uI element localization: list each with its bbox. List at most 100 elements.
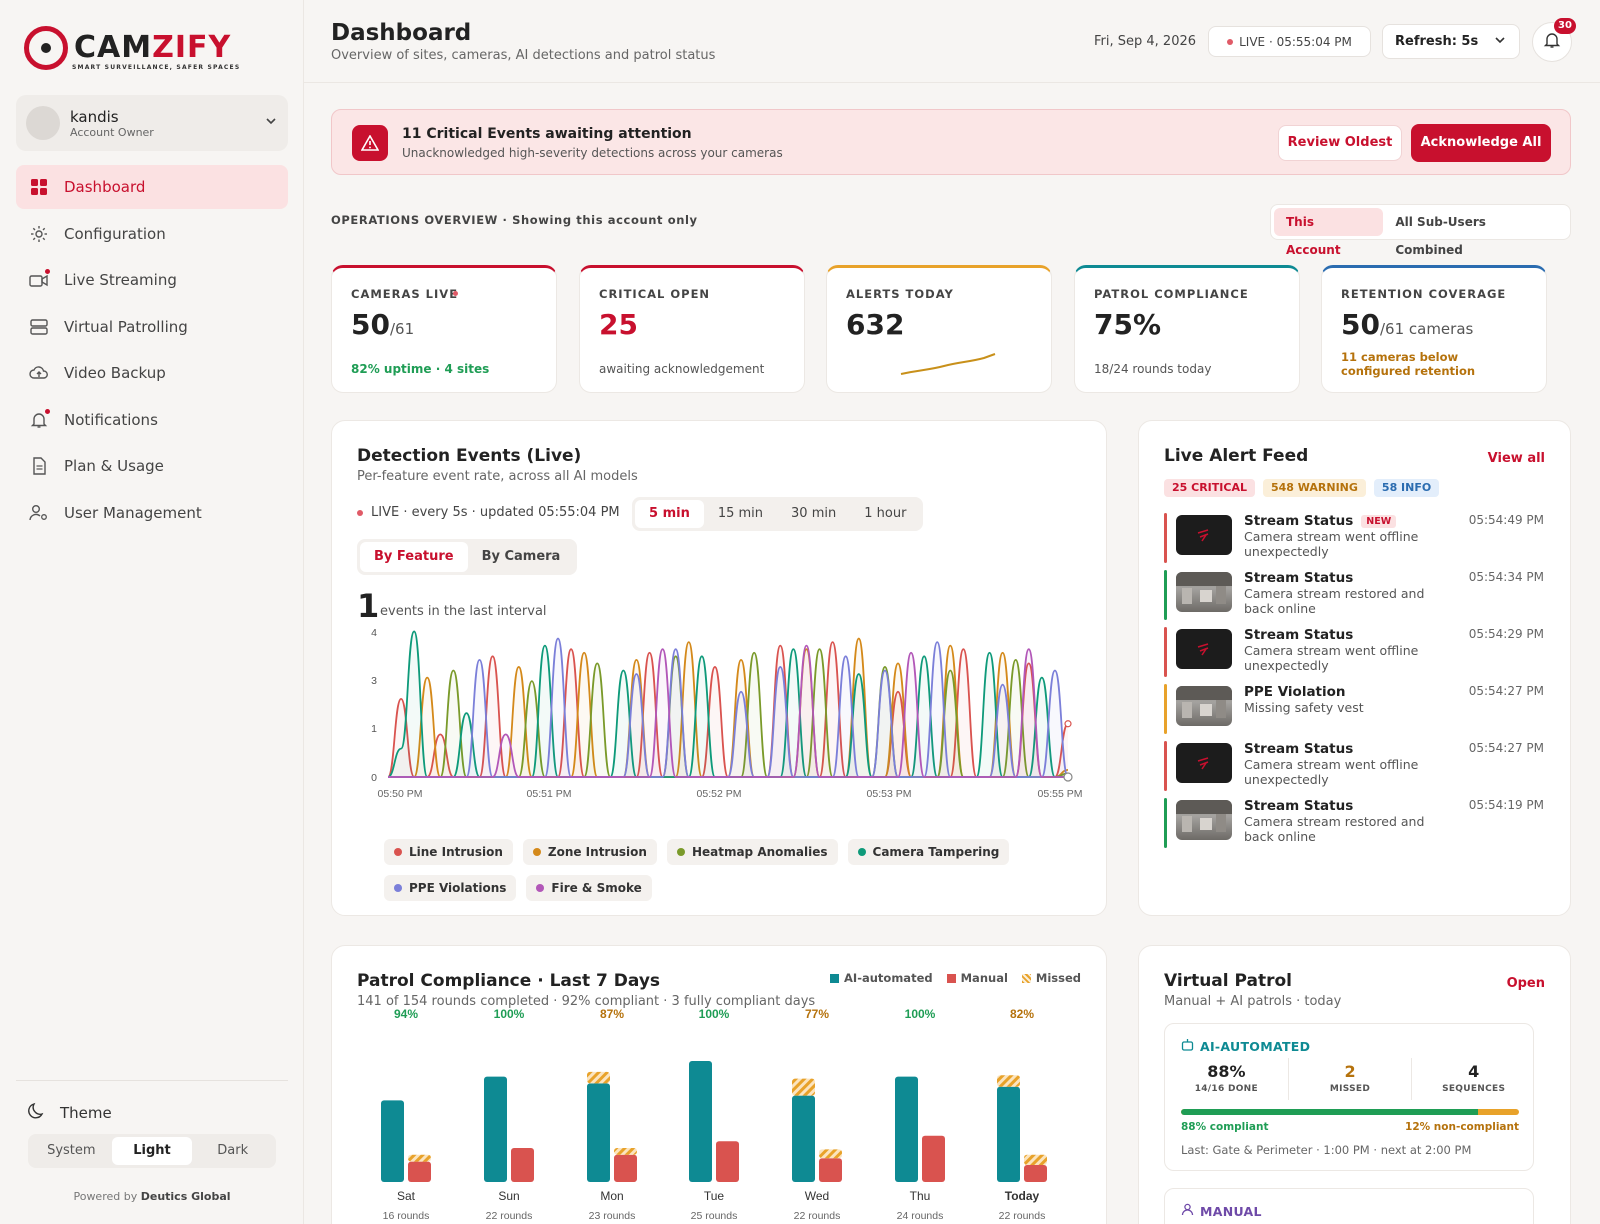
ai-bar[interactable] [381,1100,404,1182]
sidebar-item-notifications[interactable]: Notifications [16,398,288,442]
alert-feed-item[interactable]: Stream Status Camera stream restored and … [1164,798,1544,855]
ai-bar[interactable] [587,1083,610,1182]
alert-feed-item[interactable]: Stream Status Camera stream went offline … [1164,741,1544,798]
alert-feed-item[interactable]: Stream Status Camera stream went offline … [1164,627,1544,684]
theme-option-light[interactable]: Light [111,1137,193,1165]
severity-tags: 25 CRITICAL 548 WARNING 58 INFO [1164,479,1440,497]
manual-bar[interactable] [1024,1165,1047,1182]
manual-bar[interactable] [716,1141,739,1182]
alert-feed-item[interactable]: Stream Status NEW Camera stream went offli… [1164,513,1544,570]
by-camera-tab[interactable]: By Camera [481,549,561,564]
range-15min[interactable]: 15 min [717,506,764,521]
alert-time: 05:54:29 PM [1468,627,1544,641]
acknowledge-all-button[interactable]: Acknowledge All [1411,124,1551,162]
brand-tagline: SMART SURVEILLANCE, SAFER SPACES [72,64,241,71]
by-feature-tab[interactable]: By Feature [360,542,468,572]
legend-item[interactable]: Line Intrusion [384,839,513,865]
sidebar-item-video-backup[interactable]: Video Backup [16,351,288,395]
camera-offline-icon [1197,757,1209,770]
kpi-value-number: 50 [1341,308,1380,341]
moon-icon [28,1102,46,1124]
refresh-select[interactable]: Refresh: 5s [1382,24,1520,59]
scope-switcher: This Account All Sub-Users Combined [1270,204,1571,257]
latest-point [1064,720,1072,728]
manual-bar[interactable] [819,1158,842,1182]
manual-bar[interactable] [614,1154,637,1182]
sidebar-item-user-management[interactable]: User Management [16,491,288,535]
kpi-card[interactable]: PATROL COMPLIANCE 75% 18/24 rounds today [1074,265,1300,393]
series-area [388,642,1068,777]
x-tick-label: 05:50 PM [378,788,423,800]
series-line [388,637,1069,778]
sidebar-nav: Dashboard Configuration Live Streaming V… [16,165,288,537]
kpi-title: CAMERAS LIVE [351,287,459,301]
ai-bar[interactable] [484,1076,507,1182]
range-30min[interactable]: 30 min [791,506,837,521]
ai-bar[interactable] [895,1076,918,1182]
rounds-label: 22 rounds [999,1210,1046,1222]
events-count: 1 [357,587,380,625]
legend-swatch [394,884,402,892]
ai-bar[interactable] [792,1095,815,1182]
alert-feed-item[interactable]: PPE Violation Missing safety vest 05:54:27… [1164,684,1544,741]
legend-label: Manual [960,971,1008,985]
kpi-card[interactable]: CRITICAL OPEN 25 awaiting acknowledgement [579,265,805,393]
legend-item[interactable]: Camera Tampering [847,839,1010,865]
group-by-switcher: By Feature By Camera [357,539,578,575]
kpi-card[interactable]: ALERTS TODAY 632 [826,265,1052,393]
kpi-footnote: 82% uptime · 4 sites [351,362,490,376]
sidebar-item-live-streaming[interactable]: Live Streaming [16,258,288,302]
rounds-label: 23 rounds [589,1210,636,1222]
kpi-value: 50/61 cameras [1341,308,1473,341]
missed-manual-segment [408,1154,431,1162]
severity-tag[interactable]: 58 INFO [1373,479,1440,497]
day-label: Today [1005,1189,1040,1203]
manual-bar[interactable] [922,1135,945,1182]
severity-tag[interactable]: 548 WARNING [1262,479,1366,497]
ai-bar[interactable] [997,1086,1020,1182]
operations-overview-label: OPERATIONS OVERVIEW · Showing this accou… [331,213,698,227]
events-caption: events in the last interval [380,604,547,619]
sidebar-item-plan-usage[interactable]: Plan & Usage [16,444,288,488]
compliance-pct-label: 100% [699,1007,730,1021]
card-subtitle: 141 of 154 rounds completed · 92% compli… [357,994,816,1009]
manual-bar[interactable] [511,1148,534,1182]
sidebar-item-configuration[interactable]: Configuration [16,212,288,256]
review-oldest-button[interactable]: Review Oldest [1278,125,1402,161]
rounds-label: 22 rounds [794,1210,841,1222]
tab-all-sub-users[interactable]: All Sub-Users Combined [1395,215,1486,257]
alert-feed-item[interactable]: Stream Status Camera stream restored and … [1164,570,1544,627]
legend-item: Manual [946,971,1008,985]
sidebar-item-label: Live Streaming [64,271,177,289]
view-all-link[interactable]: View all [1487,451,1545,466]
brand-name: CAMZIFY [74,30,232,65]
kpi-card[interactable]: RETENTION COVERAGE 50/61 cameras 11 camera… [1321,265,1547,393]
stat-label: MISSED [1329,1084,1371,1094]
manual-bar[interactable] [408,1161,431,1182]
legend-item[interactable]: Heatmap Anomalies [666,839,838,865]
theme-option-dark[interactable]: Dark [217,1143,249,1158]
severity-tag[interactable]: 25 CRITICAL [1164,479,1255,497]
missed-manual-segment [1024,1154,1047,1165]
alert-title-text: Stream Status [1244,513,1354,529]
sidebar-item-dashboard[interactable]: Dashboard [16,165,288,209]
legend-item[interactable]: Zone Intrusion [522,839,657,865]
sidebar-item-virtual-patrolling[interactable]: Virtual Patrolling [16,305,288,349]
ai-bar[interactable] [689,1060,712,1182]
patrol-compliance-card: Patrol Compliance · Last 7 Days 141 of 1… [331,945,1107,1224]
legend-item[interactable]: PPE Violations [384,875,517,901]
range-5min[interactable]: 5 min [635,500,704,528]
legend-item[interactable]: Fire & Smoke [526,875,652,901]
brand-logo[interactable]: CAMZIFY [24,26,231,70]
account-switcher[interactable]: kandis Account Owner [16,95,288,151]
theme-option-system[interactable]: System [47,1143,96,1158]
current-date: Fri, Sep 4, 2026 [1094,34,1197,49]
tab-this-account[interactable]: This Account [1274,208,1384,257]
dashboard-icon [28,176,50,198]
camera-thumbnail [1176,572,1232,612]
compliance-bar-fill [1181,1109,1479,1115]
alert-description: Camera stream went offline unexpectedly [1244,643,1419,673]
kpi-card[interactable]: CAMERAS LIVE 50/61 82% uptime · 4 sites [331,265,557,393]
open-virtual-patrol-link[interactable]: Open [1506,976,1545,991]
range-1hour[interactable]: 1 hour [864,506,907,521]
